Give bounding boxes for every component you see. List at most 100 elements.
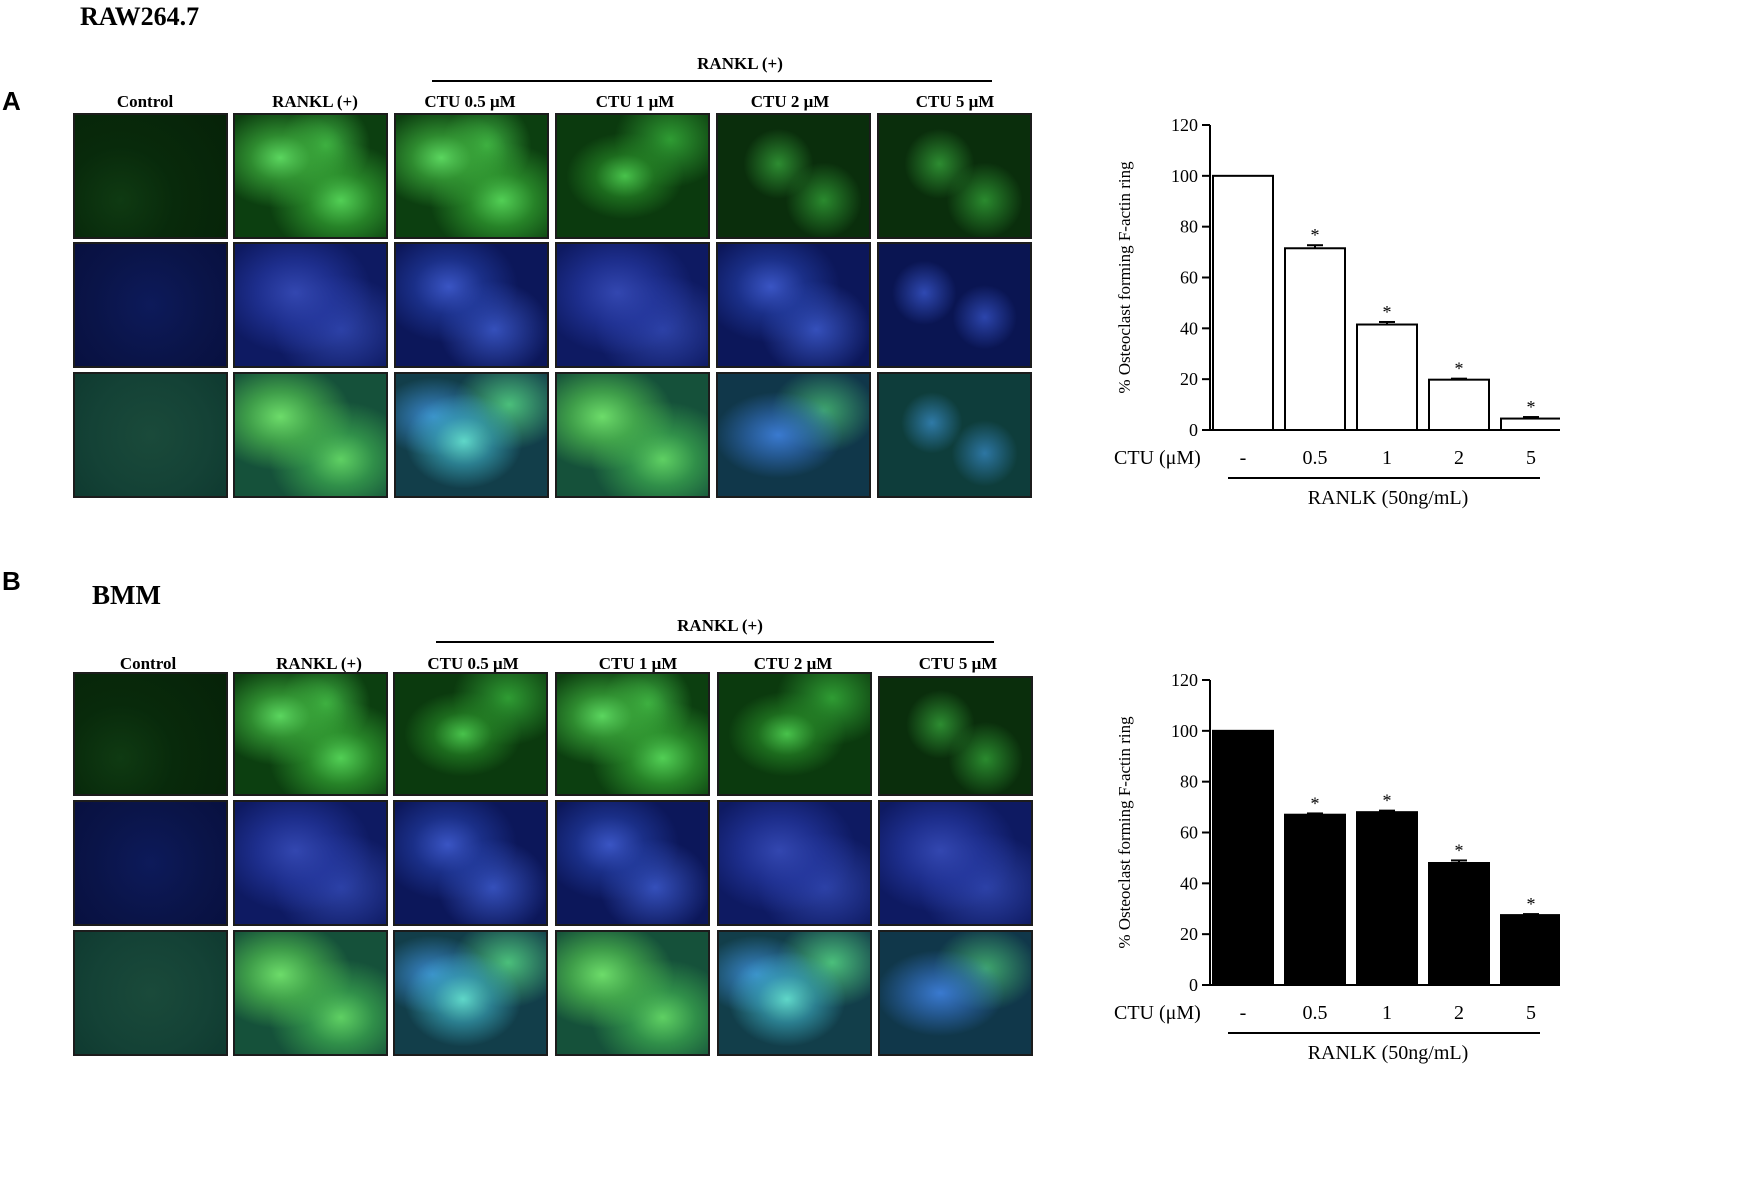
micrograph-merge: [73, 930, 228, 1056]
micrograph-dapi: [233, 242, 388, 368]
y-tick-label: 0: [1189, 975, 1198, 995]
significance-marker: *: [1455, 840, 1464, 860]
significance-marker: *: [1311, 793, 1320, 813]
y-tick-label: 60: [1180, 823, 1198, 843]
group-label: RANLK (50ng/mL): [1308, 1042, 1469, 1064]
bar: [1212, 729, 1274, 987]
micrograph-dapi: [555, 800, 710, 926]
rankl-header-a: RANKL (+): [697, 54, 783, 73]
rankl-header-b: RANKL (+): [677, 616, 763, 635]
x-tick-label: 5: [1526, 447, 1536, 469]
column-label: CTU 0.5 μM: [424, 92, 516, 111]
significance-marker: *: [1455, 359, 1464, 379]
y-tick-label: 120: [1171, 670, 1198, 690]
x-axis-prefix-label: CTU (μM): [1114, 1002, 1201, 1024]
y-tick-label: 80: [1180, 217, 1198, 237]
micrograph-dapi: [73, 800, 228, 926]
y-tick-label: 40: [1180, 873, 1198, 893]
x-tick-label: -: [1240, 1002, 1247, 1024]
significance-marker: *: [1383, 791, 1392, 811]
y-axis-label: % Osteoclast forming F-actin ring: [1115, 716, 1134, 949]
bar: [1284, 247, 1346, 431]
column-label: CTU 1 μM: [598, 654, 678, 673]
micrograph-merge: [877, 372, 1032, 498]
micrograph-merge: [73, 372, 228, 498]
significance-marker: *: [1527, 894, 1536, 914]
y-axis-label: % Osteoclast forming F-actin ring: [1115, 161, 1134, 394]
y-tick-label: 40: [1180, 318, 1198, 338]
x-tick-label: 1: [1382, 447, 1392, 469]
bar: [1284, 813, 1346, 986]
micrograph-factin: [233, 672, 388, 796]
column-label: CTU 1 μM: [595, 92, 675, 111]
column-label: CTU 2 μM: [753, 654, 833, 673]
column-label: CTU 0.5 μM: [427, 654, 519, 673]
column-label: Control: [116, 92, 174, 111]
bar: [1500, 417, 1560, 431]
micrograph-factin: [877, 113, 1032, 239]
column-label: CTU 5 μM: [918, 654, 998, 673]
micrograph-factin: [394, 113, 549, 239]
significance-marker: *: [1311, 225, 1320, 245]
micrograph-dapi: [233, 800, 388, 926]
rankl-bracket-line-b: [436, 641, 994, 643]
column-label: Control: [119, 654, 177, 673]
column-label: CTU 5 μM: [915, 92, 995, 111]
significance-marker: *: [1527, 397, 1536, 417]
x-tick-label: 1: [1382, 1002, 1392, 1024]
micrograph-factin: [555, 672, 710, 796]
x-axis-prefix-label: CTU (μM): [1114, 447, 1201, 469]
cell-line-title-a: RAW264.7: [80, 2, 200, 31]
bar: [1428, 862, 1490, 986]
micrograph-merge: [394, 372, 549, 498]
bar: [1428, 378, 1490, 431]
micrograph-merge: [233, 372, 388, 498]
micrograph-dapi: [717, 800, 872, 926]
micrograph-factin: [878, 676, 1033, 796]
micrograph-factin: [555, 113, 710, 239]
micrograph-dapi: [878, 800, 1033, 926]
y-tick-label: 60: [1180, 268, 1198, 288]
micrograph-dapi: [393, 800, 548, 926]
y-tick-label: 80: [1180, 772, 1198, 792]
bar: [1356, 811, 1418, 986]
panel-letter-a: A: [2, 86, 21, 116]
micrograph-factin: [73, 672, 228, 796]
micrograph-merge: [555, 372, 710, 498]
micrograph-factin: [717, 672, 872, 796]
micrograph-merge: [878, 930, 1033, 1056]
y-tick-label: 120: [1171, 115, 1198, 135]
micrograph-merge: [717, 930, 872, 1056]
x-tick-label: 5: [1526, 1002, 1536, 1024]
column-label: RANKL (+): [276, 654, 362, 673]
micrograph-dapi: [73, 242, 228, 368]
micrograph-factin: [73, 113, 228, 239]
micrograph-factin: [716, 113, 871, 239]
x-tick-label: 2: [1454, 1002, 1464, 1024]
x-tick-label: -: [1240, 447, 1247, 469]
micrograph-dapi: [394, 242, 549, 368]
x-tick-label: 0.5: [1303, 447, 1328, 469]
micrograph-merge: [393, 930, 548, 1056]
micrograph-merge: [555, 930, 710, 1056]
bar-chart-a: % Osteoclast forming F-actin ring 0 20 40 60…: [1114, 115, 1560, 509]
micrograph-dapi: [877, 242, 1032, 368]
bar-chart-b: % Osteoclast forming F-actin ring 0 20 40 60…: [1114, 670, 1560, 1064]
cell-line-title-b: BMM: [92, 580, 161, 610]
y-tick-label: 20: [1180, 369, 1198, 389]
group-label: RANLK (50ng/mL): [1308, 487, 1469, 509]
x-tick-label: 2: [1454, 447, 1464, 469]
bar: [1500, 914, 1560, 987]
y-tick-label: 20: [1180, 924, 1198, 944]
bar: [1212, 174, 1274, 432]
x-tick-label: 0.5: [1303, 1002, 1328, 1024]
significance-marker: *: [1383, 302, 1392, 322]
panel-letter-b: B: [2, 566, 21, 596]
rankl-bracket-line-a: [432, 80, 992, 82]
y-tick-label: 100: [1171, 721, 1198, 741]
bar: [1356, 323, 1418, 431]
micrograph-dapi: [716, 242, 871, 368]
micrograph-merge: [716, 372, 871, 498]
micrograph-factin: [393, 672, 548, 796]
micrograph-merge: [233, 930, 388, 1056]
